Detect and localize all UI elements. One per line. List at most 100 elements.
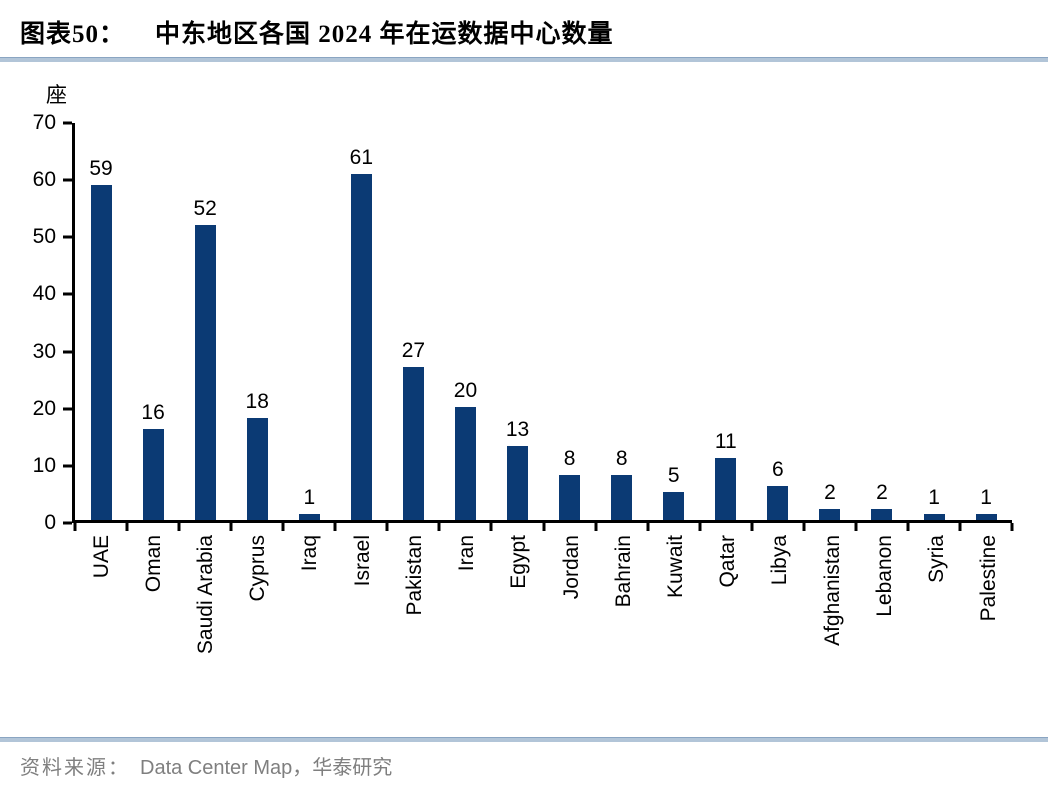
y-axis-tick	[63, 235, 72, 239]
bar	[402, 366, 424, 520]
bar	[298, 514, 320, 520]
bar	[142, 429, 164, 520]
bottom-divider	[0, 737, 1048, 742]
x-axis-tick	[646, 523, 650, 531]
y-axis-unit-label: 座	[46, 83, 67, 107]
x-label-cell: Pakistan	[388, 535, 440, 731]
source-text: Data Center Map，华泰研究	[140, 757, 393, 779]
bar-value-label: 5	[667, 463, 680, 487]
y-axis: 0 10 20 30 40 50 60 70	[20, 111, 72, 534]
bar	[663, 491, 685, 520]
x-axis-tick	[906, 523, 910, 531]
x-label-cell: Qatar	[702, 535, 754, 731]
x-axis-label: Saudi Arabia	[194, 535, 218, 655]
x-label-cell: Afghanistan	[806, 535, 858, 731]
x-axis-tick	[958, 523, 962, 531]
x-axis-label: Afghanistan	[820, 535, 844, 646]
x-label-cell: Palestine	[963, 535, 1015, 731]
y-axis-tick	[63, 178, 72, 182]
bar-value-label: 1	[303, 486, 316, 510]
bar-cell: 20	[439, 123, 491, 520]
x-label-cell: Lebanon	[858, 535, 910, 731]
y-axis-tick-label: 60	[32, 168, 56, 192]
y-axis-tick	[63, 292, 72, 296]
bar-cell: 6	[752, 123, 804, 520]
bar-value-label: 13	[505, 418, 530, 442]
bar-cell: 11	[700, 123, 752, 520]
y-axis-tick-label: 20	[32, 396, 56, 420]
chart-area: 0 10 20 30 40 50 60 70 59 16 52 18 1 61 27 20 13 8 8 5 11 6 2…	[20, 111, 1048, 534]
x-axis-label: Pakistan	[402, 535, 426, 616]
bar-cell: 8	[544, 123, 596, 520]
figure-number-label: 图表50：	[20, 21, 126, 48]
x-axis-label: Lebanon	[872, 535, 896, 617]
bar	[454, 406, 476, 520]
bar-value-label: 2	[824, 480, 836, 504]
bar	[246, 417, 268, 520]
x-axis-label: Iran	[455, 535, 479, 572]
x-axis-tick	[125, 523, 129, 531]
x-label-cell: Israel	[336, 535, 388, 731]
source-label: 资料来源：	[20, 757, 130, 779]
x-axis-label: Cyprus	[246, 535, 270, 602]
x-axis-tick	[542, 523, 545, 531]
bar	[90, 185, 112, 520]
y-axis-tick	[63, 407, 72, 411]
bar-cell: 52	[179, 123, 231, 520]
bar-cell: 5	[648, 123, 700, 520]
bar-value-label: 6	[772, 457, 784, 481]
bar	[611, 474, 633, 520]
x-label-cell: Iran	[441, 535, 493, 731]
figure-title-row: 图表50： 中东地区各国 2024 年在运数据中心数量	[20, 14, 1038, 50]
bar-value-label: 1	[980, 486, 992, 510]
x-label-cell: Bahrain	[597, 535, 649, 731]
bar	[559, 474, 581, 520]
bar-value-label: 1	[928, 486, 940, 510]
x-axis-tick	[698, 523, 702, 531]
bar-value-label: 8	[615, 446, 628, 470]
bar	[819, 508, 841, 520]
x-axis-tick	[177, 523, 181, 531]
x-axis-label: UAE	[89, 535, 113, 579]
source-row: 资料来源： Data Center Map，华泰研究	[20, 751, 392, 780]
y-axis-tick	[63, 350, 72, 354]
y-axis-tick	[63, 121, 72, 125]
x-axis-label: Qatar	[716, 535, 740, 588]
bar-value-label: 2	[876, 480, 888, 504]
x-label-cell: Iraq	[284, 535, 336, 731]
x-axis-label: Bahrain	[611, 535, 635, 608]
x-axis-label: Oman	[141, 535, 165, 593]
bar	[871, 508, 893, 520]
x-axis-label: Israel	[350, 535, 374, 587]
x-axis-label: Egypt	[507, 535, 531, 589]
x-label-cell: UAE	[75, 535, 127, 731]
x-axis-labels: UAE Oman Saudi Arabia Cyprus Iraq Israel Pakis…	[75, 535, 1015, 731]
bar-value-label: 27	[401, 338, 426, 362]
x-label-cell: Kuwait	[649, 535, 701, 731]
y-axis-tick-label: 10	[32, 453, 56, 477]
bar	[975, 514, 997, 520]
bar-value-label: 11	[714, 429, 737, 453]
x-axis-tick	[854, 523, 858, 531]
x-axis-label: Jordan	[559, 535, 583, 600]
x-axis-tick	[73, 523, 77, 531]
y-axis-tick-label: 70	[32, 111, 56, 134]
bar-cell: 8	[596, 123, 648, 520]
x-axis-label: Kuwait	[664, 535, 688, 599]
bar-value-label: 16	[141, 401, 165, 425]
x-axis-tick	[750, 523, 754, 531]
bar-cell: 61	[335, 123, 387, 520]
x-label-cell: Libya	[754, 535, 806, 731]
x-label-cell: Saudi Arabia	[179, 535, 231, 731]
bars-container: 59 16 52 18 1 61 27 20 13 8 8 5 11 6 2 2 1 1	[75, 123, 1012, 520]
bar-cell: 2	[804, 123, 856, 520]
x-axis-tick	[281, 523, 285, 531]
x-axis-label: Palestine	[977, 535, 1001, 622]
x-axis-label: Iraq	[298, 535, 322, 572]
bar	[715, 457, 737, 520]
bar-value-label: 52	[193, 197, 217, 221]
bar-cell: 59	[75, 123, 127, 520]
x-label-cell: Cyprus	[232, 535, 284, 731]
x-label-cell: Syria	[911, 535, 963, 731]
plot-area: 59 16 52 18 1 61 27 20 13 8 8 5 11 6 2 2 1 1	[72, 123, 1014, 531]
